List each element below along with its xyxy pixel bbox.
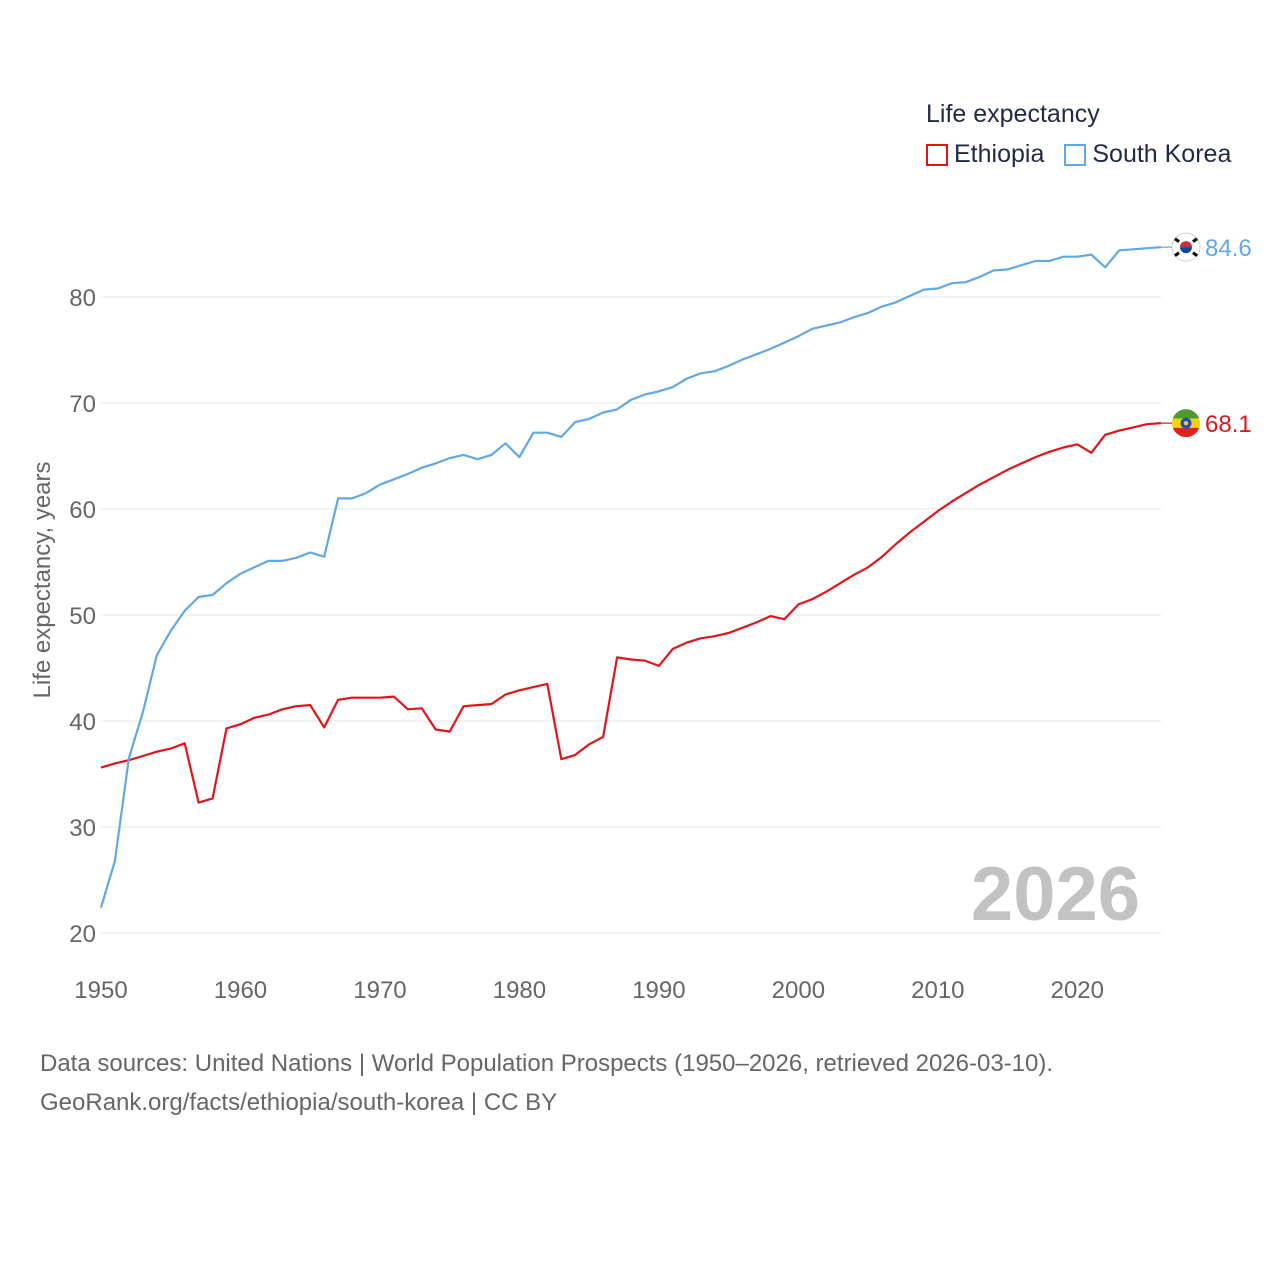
x-tick-labels: 1950 1960 1970 1980 1990 2000 2010 2020 (74, 977, 1104, 1004)
x-tick-2010: 2010 (911, 977, 964, 1004)
source-line-1: Data sources: United Nations | World Pop… (40, 1050, 1054, 1077)
x-tick-2020: 2020 (1051, 977, 1104, 1004)
y-axis-label: Life expectancy, years (29, 461, 56, 698)
x-tick-1990: 1990 (632, 977, 685, 1004)
x-tick-1980: 1980 (493, 977, 546, 1004)
x-tick-1960: 1960 (214, 977, 267, 1004)
data-source-note: Data sources: United Nations | World Pop… (40, 1044, 1053, 1122)
year-watermark: 2026 (971, 852, 1140, 937)
south-korea-flag-icon (1171, 232, 1201, 262)
ethiopia-flag-icon (1172, 409, 1200, 438)
grid-lines (101, 296, 1161, 934)
series-line-ethiopia[interactable] (100, 422, 1162, 804)
legend-label-south-korea: South Korea (1092, 140, 1232, 168)
legend-title: Life expectancy (926, 100, 1100, 128)
end-value-label-south-korea: 84.6 (1205, 235, 1252, 262)
x-tick-2000: 2000 (772, 977, 825, 1004)
series-line-south-korea[interactable] (99, 246, 1162, 908)
legend-item-south-korea[interactable]: South Korea (1064, 140, 1231, 169)
legend-item-ethiopia[interactable]: Ethiopia (926, 140, 1044, 169)
x-tick-1950: 1950 (74, 977, 127, 1004)
legend-swatch-south-korea (1064, 143, 1087, 166)
y-tick-labels: 20 30 40 50 60 70 80 (69, 285, 96, 948)
y-tick-80: 80 (69, 285, 96, 312)
y-tick-20: 20 (69, 921, 96, 948)
end-value-label-ethiopia: 68.1 (1205, 411, 1252, 438)
y-tick-50: 50 (69, 603, 96, 630)
y-tick-40: 40 (69, 709, 96, 736)
end-markers: 68.1 84.6 (1161, 232, 1252, 438)
source-line-2[interactable]: GeoRank.org/facts/ethiopia/south-korea |… (40, 1089, 558, 1116)
legend-label-ethiopia: Ethiopia (954, 140, 1045, 168)
series-lines (99, 246, 1162, 908)
x-tick-1970: 1970 (353, 977, 406, 1004)
y-tick-30: 30 (69, 815, 96, 842)
legend-swatch-ethiopia (926, 143, 948, 166)
legend: Ethiopia South Korea (926, 140, 1251, 169)
y-tick-60: 60 (69, 497, 96, 524)
y-tick-70: 70 (69, 391, 96, 418)
